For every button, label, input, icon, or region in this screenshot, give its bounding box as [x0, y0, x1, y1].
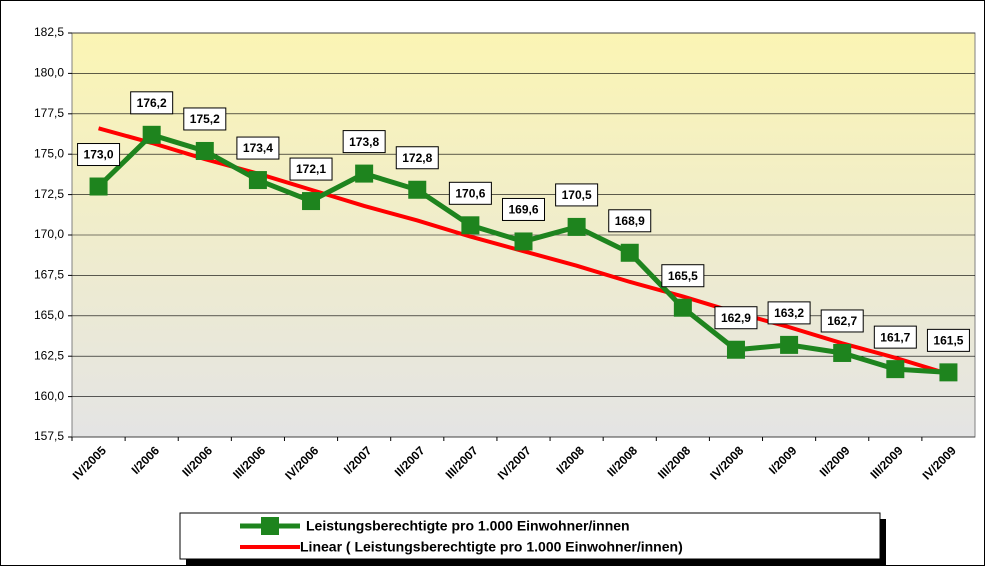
legend-label: Linear ( Leistungsberechtigte pro 1.000 …: [300, 539, 683, 555]
data-label: 170,5: [562, 188, 592, 202]
data-label-box: [820, 309, 864, 333]
marker: [355, 164, 374, 183]
data-label: 172,8: [402, 151, 432, 165]
y-tick-label: 170,0: [34, 227, 64, 241]
marker: [567, 217, 586, 236]
y-tick-label: 165,0: [34, 308, 64, 322]
marker: [833, 343, 852, 362]
data-label-box: [502, 197, 545, 221]
data-label-box: [395, 146, 439, 170]
marker: [195, 141, 214, 160]
y-tick-label: 180,0: [34, 66, 64, 80]
y-tick-label: 162,5: [34, 348, 64, 362]
marker: [726, 340, 745, 359]
data-label: 169,6: [508, 203, 538, 217]
data-label: 170,6: [455, 186, 485, 200]
data-label: 161,7: [880, 330, 910, 344]
data-label: 162,9: [721, 311, 751, 325]
data-label-box: [236, 136, 280, 160]
data-label-box: [183, 107, 227, 131]
marker: [780, 335, 799, 354]
data-label-box: [608, 209, 652, 233]
data-label-box: [448, 181, 492, 205]
marker: [248, 171, 267, 190]
y-tick-label: 182,5: [34, 25, 64, 39]
y-tick-label: 160,0: [34, 389, 64, 403]
marker: [939, 363, 958, 382]
marker: [89, 177, 108, 196]
data-label-box: [77, 143, 121, 167]
data-label: 161,5: [933, 334, 963, 348]
data-label-box: [873, 325, 917, 349]
data-label-box: [714, 306, 758, 330]
data-label-box: [926, 328, 970, 352]
marker: [461, 216, 480, 235]
marker: [514, 232, 533, 251]
marker: [302, 192, 321, 211]
data-label: 176,2: [137, 96, 167, 110]
marker: [408, 180, 427, 199]
marker: [673, 298, 692, 317]
data-label-box: [342, 130, 386, 154]
marker: [620, 243, 639, 262]
data-label-box: [289, 157, 333, 181]
data-label: 163,2: [774, 306, 804, 320]
data-label: 173,8: [349, 135, 379, 149]
data-label-box: [555, 183, 599, 207]
data-label-box: [661, 264, 705, 288]
y-tick-label: 175,0: [34, 146, 64, 160]
y-tick-label: 172,5: [34, 187, 64, 201]
y-tick-label: 167,5: [34, 268, 64, 282]
data-label: 165,5: [668, 269, 698, 283]
data-label: 173,4: [243, 141, 273, 155]
data-label: 172,1: [296, 162, 326, 176]
legend-label: Leistungsberechtigte pro 1.000 Einwohner…: [306, 518, 630, 534]
data-label: 175,2: [190, 112, 220, 126]
data-label: 168,9: [615, 214, 645, 228]
data-label: 162,7: [827, 314, 857, 328]
y-tick-label: 177,5: [34, 106, 64, 120]
marker: [886, 360, 905, 379]
legend-marker: [261, 517, 279, 535]
y-tick-label: 157,5: [34, 429, 64, 443]
data-label: 173,0: [84, 148, 114, 162]
legend-box: [179, 512, 881, 560]
data-label-box: [767, 301, 811, 325]
marker: [142, 125, 161, 144]
data-label-box: [130, 91, 174, 115]
